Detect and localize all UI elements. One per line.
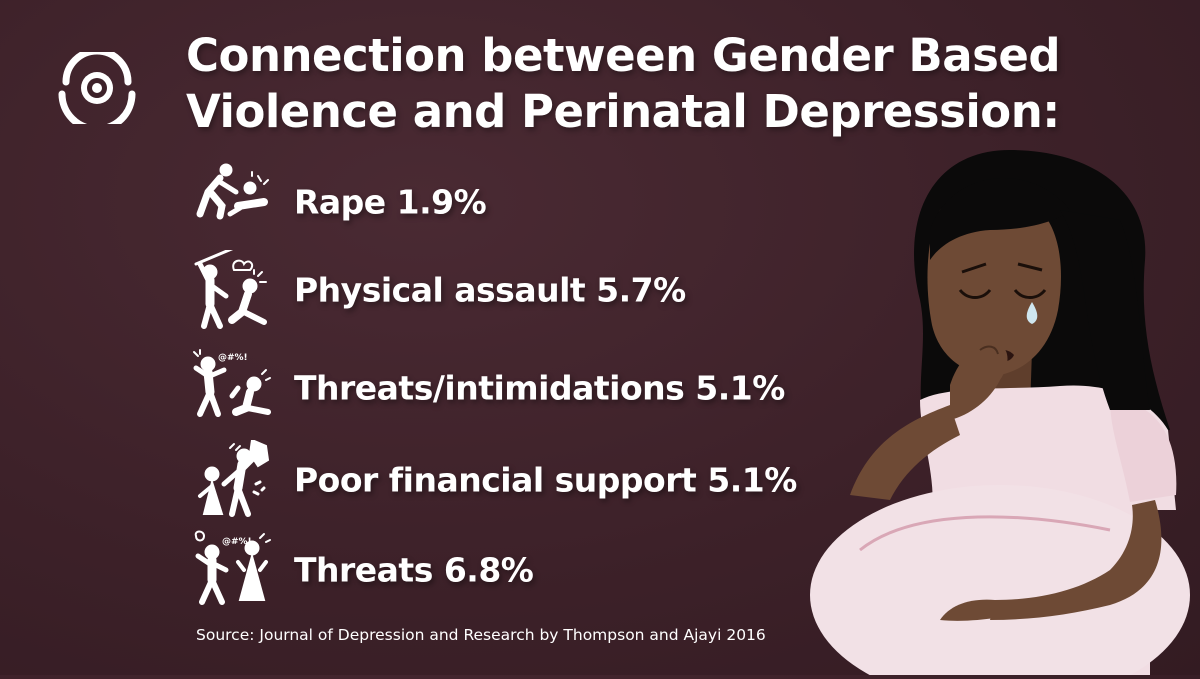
list-item-threats: @#%! Threats 6.8% [190,530,830,610]
title-line-1: Connection between Gender Based [186,29,1061,82]
assault-on-ground-icon [190,162,274,242]
angry-shouting-icon: @#%! [190,348,274,428]
source-citation: Source: Journal of Depression and Resear… [196,626,766,644]
money-bag-pushing-icon [190,438,274,520]
item-label: Poor financial support 5.1% [294,460,797,500]
stick-beating-icon [190,246,274,330]
title-line-2: Violence and Perinatal Depression: [186,85,1060,138]
crying-pregnant-woman-illustration [810,150,1200,679]
svg-text:@#%!: @#%! [222,537,252,547]
yelling-at-woman-icon: @#%! [190,530,274,610]
item-label: Rape 1.9% [294,182,487,222]
list-item-rape: Rape 1.9% [190,162,830,242]
eye-logo-icon [54,47,140,133]
page-title: Connection between Gender Based Violence… [186,28,1176,140]
item-label: Threats 6.8% [294,550,534,590]
list-item-poor-financial-support: Poor financial support 5.1% [190,438,830,520]
list-item-physical-assault: Physical assault 5.7% [190,246,830,330]
item-label: Threats/intimidations 5.1% [294,368,785,408]
item-label: Physical assault 5.7% [294,270,686,310]
svg-text:@#%!: @#%! [218,353,248,363]
list-item-threats-intimidations: @#%! Threats/intimidations 5.1% [190,348,830,428]
